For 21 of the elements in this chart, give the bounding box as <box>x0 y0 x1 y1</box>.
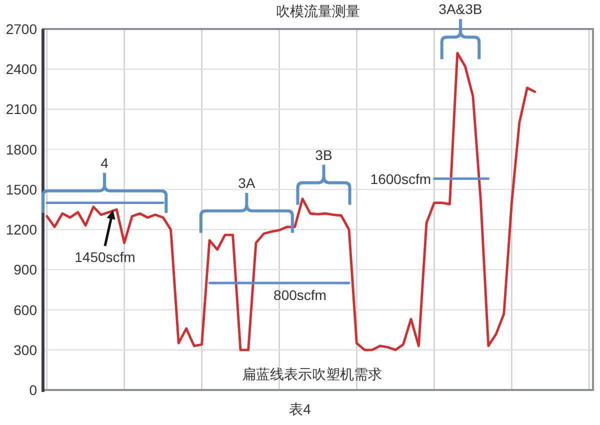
annotation: 扁蓝线表示吹塑机需求 <box>242 366 382 382</box>
y-tick-label: 1800 <box>6 141 38 158</box>
annotation: 1600scfm <box>370 171 431 187</box>
y-tick-label: 1500 <box>6 181 38 198</box>
annotation: 800scfm <box>274 287 326 303</box>
y-tick-label: 1200 <box>6 222 38 238</box>
y-tick-label: 2700 <box>6 21 38 37</box>
annotation: 4 <box>100 154 109 171</box>
line-series <box>46 52 536 352</box>
y-tick-label: 2400 <box>6 61 38 78</box>
annotation: 3B <box>315 146 332 163</box>
y-tick-label: 600 <box>14 302 38 318</box>
text: 表4 <box>289 401 312 417</box>
y-tick-label: 2100 <box>6 101 38 118</box>
y-tick-label: 900 <box>14 262 38 278</box>
chart-title: 吹模流量测量 <box>276 3 360 19</box>
text: 3A&3B <box>438 1 482 18</box>
annotation: 3A <box>238 174 256 191</box>
y-tick-label: 300 <box>14 342 38 358</box>
y-tick-label: 0 <box>29 382 38 398</box>
annotation: 1450scfm <box>74 249 136 265</box>
